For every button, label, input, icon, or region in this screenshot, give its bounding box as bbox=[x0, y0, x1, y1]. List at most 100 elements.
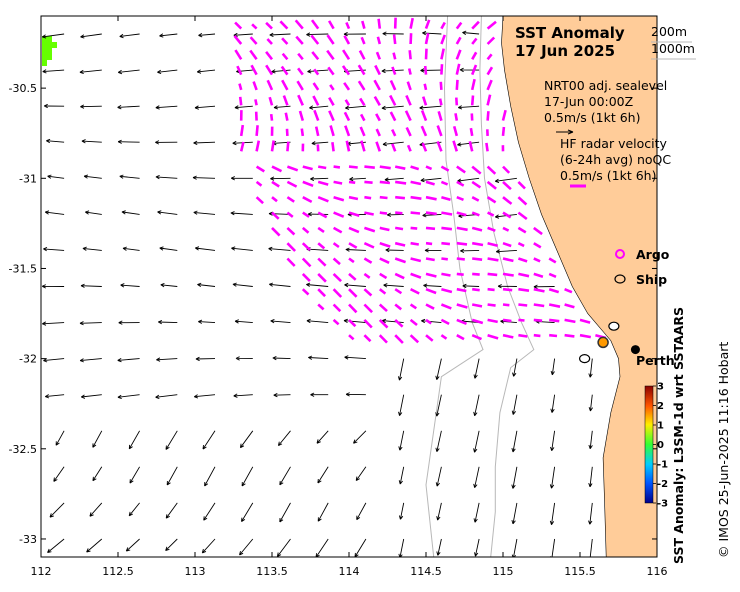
hf-radar-vector bbox=[471, 211, 480, 217]
sealevel-current-vector bbox=[511, 466, 518, 489]
sst-anomaly-cell bbox=[47, 36, 52, 42]
sealevel-current-vector bbox=[422, 213, 442, 218]
sealevel-current-vector bbox=[155, 394, 178, 400]
sst-anomaly-cell bbox=[42, 60, 47, 66]
hf-radar-vector bbox=[333, 195, 345, 202]
hf-radar-vector bbox=[456, 180, 465, 187]
map-title-line1: SST Anomaly bbox=[515, 24, 625, 42]
hf-radar-vector bbox=[409, 17, 414, 29]
sealevel-current-vector bbox=[204, 466, 216, 487]
hf-radar-vector bbox=[410, 241, 420, 246]
hf-radar-vector bbox=[389, 111, 397, 122]
hf-radar-vector bbox=[485, 142, 489, 152]
hf-radar-vector bbox=[280, 65, 289, 76]
hf-radar-vector bbox=[456, 226, 468, 232]
sealevel-current-vector bbox=[269, 32, 291, 38]
hf-radar-vector bbox=[286, 226, 296, 236]
sealevel-current-vector bbox=[588, 538, 593, 557]
hf-radar-vector bbox=[358, 50, 366, 60]
hf-radar-vector bbox=[456, 318, 467, 326]
hf-radar-vector bbox=[468, 140, 474, 152]
sealevel-current-vector bbox=[121, 210, 140, 215]
hf-radar-vector bbox=[487, 272, 498, 277]
hf-radar-vector bbox=[297, 52, 304, 61]
hf-radar-vector bbox=[439, 81, 443, 90]
sealevel-current-vector bbox=[310, 392, 329, 397]
hf-radar-vector bbox=[395, 211, 403, 215]
hf-radar-vector bbox=[579, 318, 591, 324]
hf-radar-vector bbox=[548, 303, 561, 308]
depth-label-1000m: 1000m bbox=[651, 41, 695, 56]
x-axis-ticks: 112 112.5 113 113.5 114 114.5 115 115.5 116 bbox=[31, 16, 668, 578]
hf-radar-vector bbox=[348, 303, 358, 314]
hf-radar-vector bbox=[286, 180, 298, 188]
hf-radar-vector bbox=[441, 211, 453, 216]
sealevel-current-vector bbox=[345, 392, 366, 397]
hf-radar-vector bbox=[456, 241, 468, 246]
hf-radar-vector bbox=[379, 257, 390, 264]
sealevel-current-vector bbox=[165, 502, 178, 519]
sealevel-current-vector bbox=[270, 176, 291, 181]
hf-radar-vector bbox=[548, 272, 557, 278]
hf-radar-vector bbox=[295, 35, 304, 45]
sealevel-current-vector bbox=[343, 31, 366, 37]
hf-radar-vector bbox=[239, 124, 245, 137]
hf-radar-vector bbox=[348, 318, 357, 328]
hf-radar-vector bbox=[373, 79, 381, 91]
sealevel-current-vector bbox=[460, 248, 480, 254]
hf-radar-vector bbox=[317, 195, 329, 203]
sealevel-current-vector bbox=[193, 394, 216, 399]
hf-radar-vector bbox=[317, 226, 325, 233]
hf-radar-vector bbox=[421, 142, 428, 152]
hf-radar-vector bbox=[317, 165, 327, 170]
hf-radar-vector bbox=[395, 180, 407, 185]
hf-radar-vector bbox=[533, 333, 541, 338]
hf-radar-vector bbox=[255, 180, 263, 187]
sealevel-current-vector bbox=[193, 140, 216, 146]
hf-radar-vector bbox=[297, 67, 304, 76]
sealevel-current-vector bbox=[279, 502, 291, 523]
radar-label-1: HF radar velocity bbox=[560, 136, 668, 151]
hf-radar-vector bbox=[517, 242, 525, 248]
hf-radar-vector bbox=[533, 226, 543, 236]
sealevel-current-vector bbox=[46, 138, 65, 144]
hf-radar-vector bbox=[564, 333, 575, 338]
hf-radar-vector bbox=[359, 97, 366, 106]
hf-radar-vector bbox=[297, 94, 304, 106]
hf-radar-vector bbox=[251, 23, 258, 30]
hf-radar-vector bbox=[487, 241, 499, 247]
hf-radar-vector bbox=[518, 333, 528, 338]
hf-radar-vector bbox=[233, 34, 243, 45]
sealevel-current-vector bbox=[82, 246, 102, 251]
hf-radar-vector bbox=[421, 96, 428, 106]
hf-radar-vector bbox=[392, 52, 397, 60]
hf-radar-vector bbox=[440, 64, 444, 75]
hf-radar-vector bbox=[549, 318, 560, 323]
hf-radar-vector bbox=[378, 288, 387, 295]
sealevel-current-vector bbox=[473, 430, 480, 453]
sealevel-current-vector bbox=[43, 358, 65, 363]
sealevel-current-vector bbox=[156, 357, 178, 362]
hf-radar-vector bbox=[486, 180, 497, 190]
sealevel-current-vector bbox=[155, 140, 178, 145]
sealevel-current-vector bbox=[356, 502, 367, 521]
hf-radar-vector bbox=[332, 318, 340, 326]
hf-radar-vector bbox=[238, 83, 243, 91]
sealevel-current-vector bbox=[117, 394, 140, 400]
hf-radar-vector bbox=[441, 226, 453, 231]
y-tick-label: -33 bbox=[19, 533, 37, 546]
hf-radar-vector bbox=[394, 241, 406, 247]
hf-radar-vector bbox=[317, 272, 327, 283]
sealevel-current-vector bbox=[117, 105, 140, 110]
hf-radar-vector bbox=[440, 165, 450, 172]
hf-radar-vector bbox=[424, 33, 430, 45]
sealevel-current-vector bbox=[44, 394, 65, 399]
hf-radar-vector bbox=[310, 34, 320, 45]
hf-radar-vector bbox=[470, 64, 478, 76]
hf-radar-vector bbox=[301, 272, 311, 283]
hf-radar-vector bbox=[518, 318, 525, 322]
y-tick-label: -32.5 bbox=[9, 443, 37, 456]
hf-radar-vector bbox=[375, 141, 382, 152]
y-axis-ticks: -30.5 -31 -31.5 -32 -32.5 -33 bbox=[9, 82, 657, 546]
hf-radar-vector bbox=[471, 180, 482, 189]
